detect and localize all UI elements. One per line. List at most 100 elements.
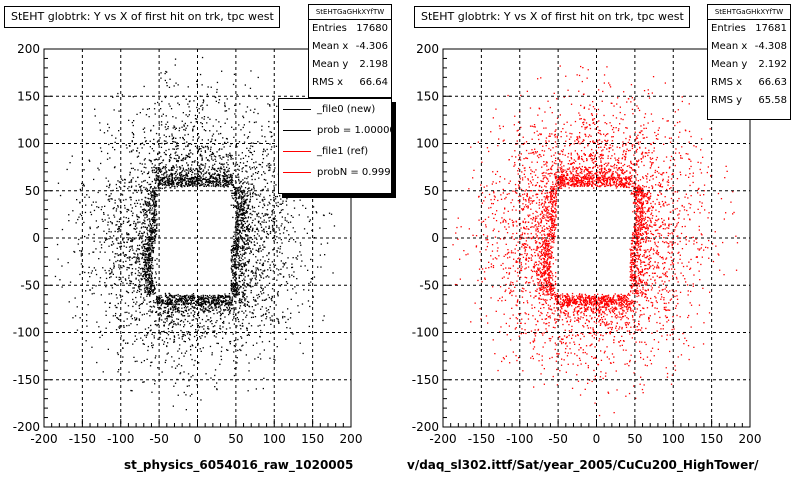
scatter-point bbox=[128, 246, 131, 248]
scatter-point bbox=[152, 282, 154, 284]
scatter-point bbox=[203, 312, 205, 314]
scatter-point bbox=[116, 306, 118, 309]
scatter-point bbox=[200, 295, 202, 297]
scatter-point bbox=[244, 303, 246, 305]
scatter-point bbox=[269, 105, 271, 107]
scatter-point bbox=[200, 176, 202, 178]
scatter-point bbox=[128, 256, 130, 258]
scatter-point bbox=[171, 366, 173, 368]
scatter-point bbox=[131, 390, 133, 392]
scatter-point bbox=[229, 154, 231, 157]
scatter-point bbox=[249, 87, 252, 89]
scatter-point bbox=[231, 255, 233, 257]
scatter-point bbox=[147, 239, 149, 241]
scatter-point bbox=[223, 185, 225, 187]
scatter-point bbox=[232, 263, 234, 266]
scatter-point bbox=[146, 228, 148, 230]
scatter-point bbox=[320, 266, 322, 268]
scatter-point bbox=[237, 188, 239, 191]
scatter-point bbox=[265, 276, 267, 278]
scatter-point bbox=[91, 287, 94, 289]
scatter-point bbox=[254, 178, 256, 181]
scatter-point bbox=[254, 358, 256, 360]
scatter-point bbox=[144, 200, 146, 202]
scatter-point bbox=[191, 299, 194, 301]
scatter-point bbox=[242, 116, 245, 119]
scatter-point bbox=[201, 298, 203, 301]
scatter-point bbox=[242, 319, 244, 321]
scatter-point bbox=[223, 322, 225, 324]
scatter-point bbox=[186, 155, 188, 157]
scatter-point bbox=[169, 105, 171, 107]
scatter-point bbox=[111, 272, 113, 274]
scatter-point bbox=[243, 226, 246, 229]
scatter-point bbox=[196, 80, 198, 82]
scatter-point bbox=[250, 286, 252, 288]
scatter-point bbox=[165, 337, 168, 340]
scatter-point bbox=[172, 405, 174, 407]
scatter-point bbox=[233, 285, 235, 288]
scatter-point bbox=[248, 155, 250, 158]
scatter-point bbox=[152, 247, 154, 250]
scatter-point bbox=[259, 195, 261, 197]
scatter-point bbox=[176, 159, 178, 162]
scatter-point bbox=[164, 361, 166, 364]
scatter-point bbox=[150, 293, 152, 295]
scatter-point bbox=[233, 284, 236, 286]
scatter-point bbox=[150, 234, 152, 237]
scatter-point bbox=[164, 187, 166, 189]
scatter-point bbox=[263, 196, 265, 198]
scatter-point bbox=[175, 151, 177, 153]
scatter-point bbox=[187, 171, 190, 173]
scatter-point bbox=[166, 181, 168, 184]
scatter-point bbox=[239, 237, 241, 239]
scatter-point bbox=[250, 280, 252, 282]
scatter-point bbox=[246, 239, 248, 242]
scatter-point bbox=[151, 238, 153, 241]
scatter-point bbox=[263, 299, 265, 301]
scatter-point bbox=[144, 212, 147, 214]
scatter-point bbox=[173, 360, 175, 362]
scatter-point bbox=[204, 145, 207, 148]
scatter-point bbox=[288, 276, 291, 278]
scatter-point bbox=[200, 183, 202, 186]
scatter-point bbox=[225, 171, 228, 173]
scatter-point bbox=[129, 174, 131, 176]
scatter-point bbox=[178, 184, 180, 186]
scatter-point bbox=[209, 130, 211, 132]
scatter-point bbox=[161, 371, 163, 373]
scatter-point bbox=[225, 153, 227, 156]
scatter-point bbox=[127, 217, 130, 220]
scatter-point bbox=[146, 250, 149, 252]
scatter-point bbox=[201, 180, 203, 182]
scatter-point bbox=[203, 173, 205, 176]
scatter-point bbox=[168, 169, 170, 171]
scatter-point bbox=[202, 170, 204, 172]
scatter-point bbox=[190, 121, 192, 124]
scatter-point bbox=[310, 281, 312, 283]
scatter-point bbox=[262, 248, 264, 251]
scatter-point bbox=[227, 300, 230, 302]
scatter-point bbox=[230, 299, 232, 301]
scatter-point bbox=[146, 260, 148, 262]
scatter-point bbox=[171, 306, 174, 308]
scatter-point bbox=[138, 256, 140, 259]
scatter-point bbox=[237, 203, 239, 206]
scatter-point bbox=[181, 299, 183, 302]
scatter-point bbox=[109, 259, 111, 261]
scatter-point bbox=[249, 198, 251, 200]
scatter-point bbox=[156, 194, 159, 196]
scatter-point bbox=[167, 302, 169, 304]
scatter-point bbox=[286, 230, 288, 232]
scatter-point bbox=[87, 304, 89, 306]
scatter-point bbox=[130, 280, 132, 282]
scatter-point bbox=[245, 235, 247, 237]
scatter-point bbox=[216, 180, 218, 182]
scatter-point bbox=[191, 164, 193, 166]
scatter-point bbox=[255, 228, 258, 230]
scatter-point bbox=[197, 179, 199, 182]
scatter-point bbox=[239, 270, 241, 272]
scatter-point bbox=[287, 308, 289, 310]
scatter-point bbox=[249, 208, 251, 210]
scatter-point bbox=[173, 307, 176, 309]
